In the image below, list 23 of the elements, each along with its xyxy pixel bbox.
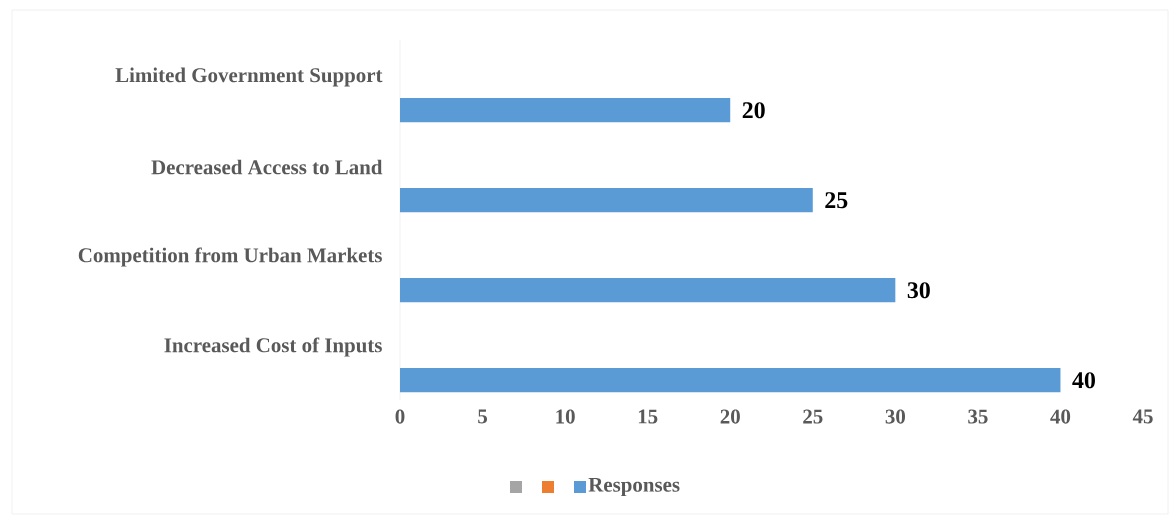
data-label: 40	[1072, 372, 1095, 389]
x-tick-label: 15	[638, 409, 658, 424]
y-tick-label: Decreased Access to Land	[151, 159, 383, 175]
y-tick-label: Increased Cost of Inputs	[164, 337, 382, 357]
data-label: 30	[907, 282, 930, 299]
y-tick-label: Competition from Urban Markets	[78, 247, 382, 267]
bar	[400, 278, 896, 303]
x-tick-label: 10	[556, 409, 575, 424]
x-tick-label: 25	[803, 409, 823, 424]
x-tick-label: 35	[968, 409, 988, 424]
x-tick-label: 45	[1132, 409, 1153, 424]
bar	[400, 98, 731, 123]
data-label: 25	[825, 192, 848, 209]
legend-label: Responses	[588, 477, 680, 497]
bar	[400, 368, 1061, 393]
x-tick-label: 0	[395, 409, 405, 424]
x-tick-label: 30	[885, 409, 906, 424]
x-tick-label: 20	[720, 409, 740, 424]
data-label: 20	[742, 102, 765, 119]
x-tick-label: 5	[478, 409, 488, 424]
bar	[400, 188, 813, 213]
y-tick-label: Limited Government Support	[115, 67, 383, 87]
x-tick-label: 40	[1050, 409, 1071, 424]
